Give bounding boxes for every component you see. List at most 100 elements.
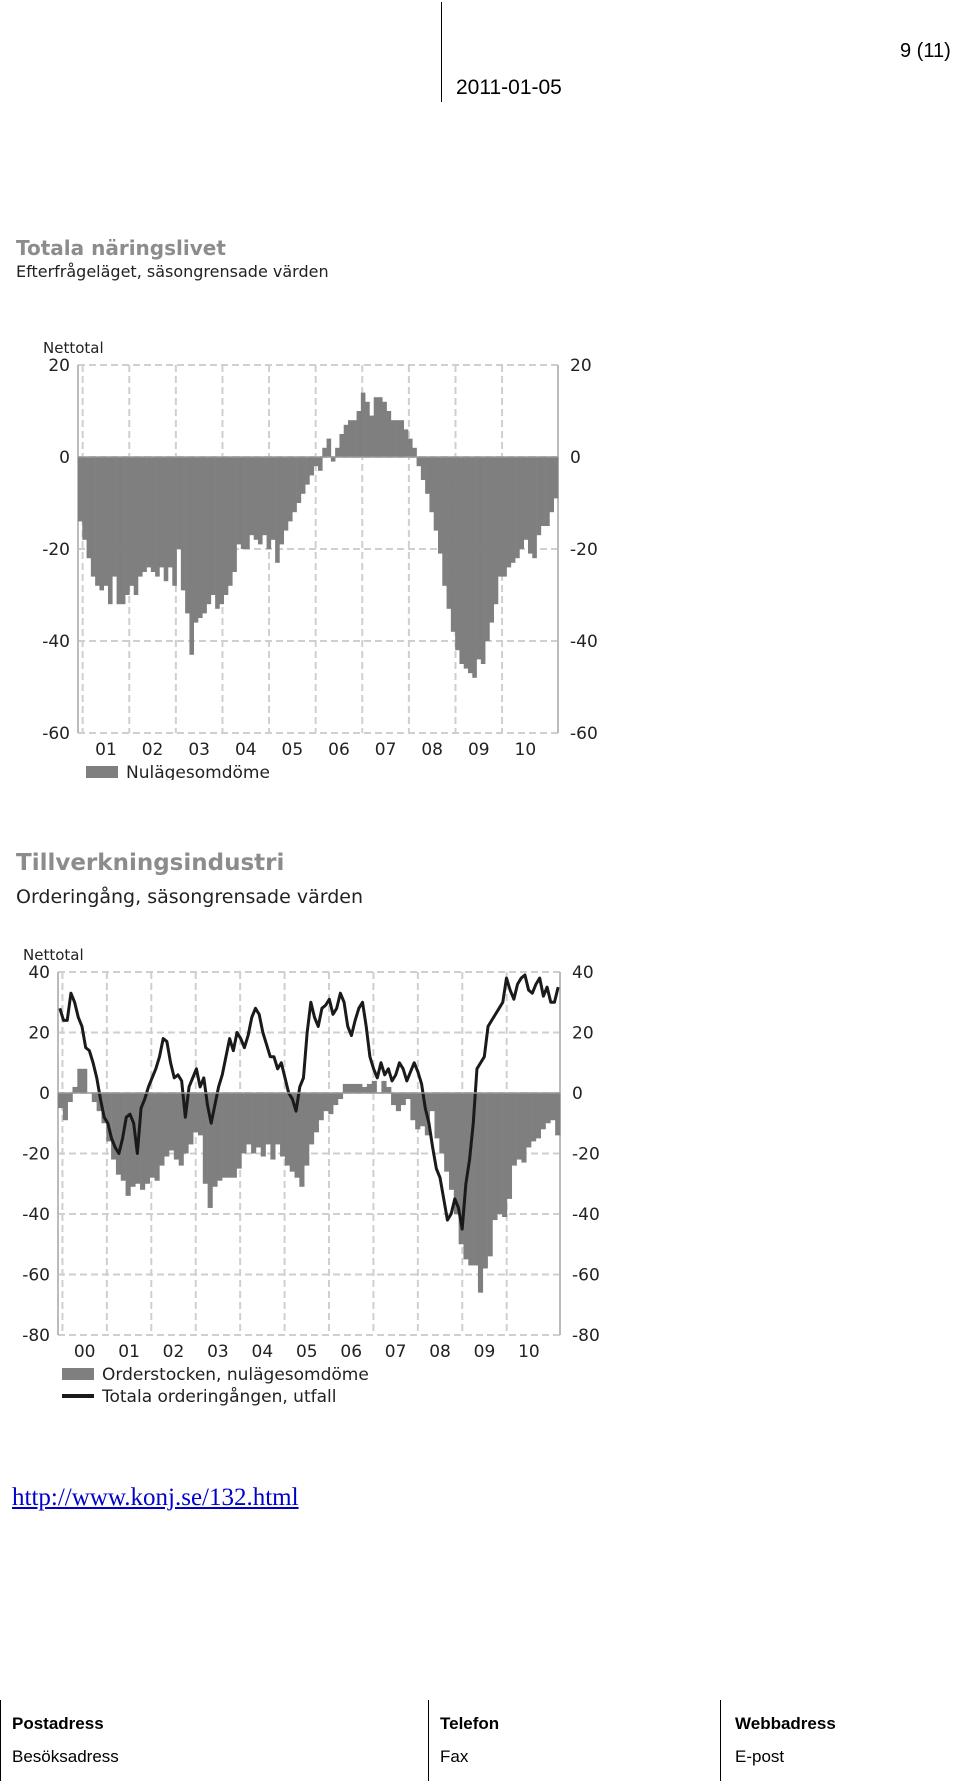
chart2-bar — [362, 1086, 368, 1093]
chart1-bar — [90, 457, 96, 577]
chart2-bar — [395, 1093, 402, 1112]
chart1-bar — [253, 457, 259, 540]
chart2-bar — [434, 1093, 440, 1139]
chart2-ytick-right: -40 — [572, 1205, 600, 1225]
chart2-bar — [91, 1093, 97, 1103]
chart1-bar — [553, 457, 559, 499]
chart2-ytick-right: 0 — [572, 1084, 583, 1104]
chart2-xtick: 10 — [518, 1342, 540, 1362]
chart2-ytick-right: -60 — [572, 1266, 600, 1286]
chart2-bar — [115, 1093, 122, 1175]
chart1-bar — [545, 457, 550, 526]
chart1-legend-swatch-bar — [86, 766, 118, 778]
chart2-bar — [62, 1093, 68, 1121]
chart2-ytick-right: -80 — [572, 1326, 600, 1346]
chart1-bar — [168, 457, 173, 568]
chart1-subtitle: Efterfrågeläget, säsongrensade värden — [16, 262, 329, 281]
chart1-bar — [300, 457, 306, 494]
chart1-ytick-left: 20 — [48, 356, 70, 376]
chart2-bar — [202, 1093, 208, 1184]
chart1-bar — [292, 457, 297, 513]
chart1-ytick-left: -60 — [42, 724, 70, 744]
chart2-bar — [448, 1093, 455, 1190]
chart2-legend-label: Orderstocken, nulägesomdöme — [102, 1365, 369, 1385]
chart2-bar — [405, 1093, 411, 1100]
chart2-bar — [275, 1093, 281, 1145]
chart1-bar — [103, 457, 109, 586]
chart2-bar — [77, 1068, 83, 1093]
chart1-bar — [176, 457, 182, 549]
chart1-bar — [232, 457, 237, 572]
chart2-bar — [106, 1093, 112, 1142]
chart2-bar — [357, 1083, 363, 1093]
chart1-bar — [515, 457, 520, 559]
chart2-bar — [178, 1093, 184, 1166]
chart2-bar — [342, 1083, 348, 1093]
chart1-ytick-right: -40 — [570, 632, 598, 652]
chart1-bar — [279, 457, 285, 545]
chart1-bar — [480, 457, 486, 664]
footer-telefon: Telefon — [440, 1714, 500, 1733]
chart1-ytick-left: -40 — [42, 632, 70, 652]
chart2-bar — [535, 1093, 541, 1139]
chart2-bar — [540, 1093, 546, 1130]
chart2-ytick-left: 40 — [28, 963, 50, 983]
chart1-bar — [408, 438, 413, 457]
konj-link[interactable]: http://www.konj.se/132.html — [12, 1484, 299, 1511]
chart2-legend-swatch-bar — [62, 1368, 94, 1380]
chart1-bar — [198, 457, 203, 618]
chart1-bar — [450, 457, 456, 632]
chart2-bar — [516, 1093, 522, 1160]
chart2-bar — [251, 1093, 257, 1154]
chart2-ytick-left: -60 — [22, 1266, 50, 1286]
chart2-ytick-left: -80 — [22, 1326, 50, 1346]
chart2-title: Tillverkningsindustri — [16, 850, 285, 876]
chart2-bar — [125, 1093, 131, 1196]
chart2-bar — [347, 1083, 353, 1093]
chart2-bar — [280, 1093, 286, 1157]
chart1-bar — [476, 457, 482, 660]
chart1-xtick: 06 — [328, 740, 350, 760]
chart2-bar — [473, 1093, 479, 1266]
chart1-bar — [236, 457, 242, 545]
chart2-bar — [506, 1093, 513, 1199]
chart1-xtick: 01 — [95, 740, 117, 760]
chart2-bar — [260, 1093, 266, 1157]
chart1-bar — [193, 457, 199, 623]
chart1-bar — [283, 457, 289, 531]
chart1-bar — [228, 457, 233, 586]
chart2-bar — [188, 1093, 194, 1145]
footer-webbadress: Webbadress — [735, 1714, 836, 1733]
chart1-bar — [528, 457, 533, 554]
chart1-bar — [339, 434, 345, 457]
chart1-bar — [288, 457, 293, 522]
chart1-bar — [78, 457, 83, 522]
chart2-bar — [309, 1093, 315, 1145]
chart1-bar — [382, 401, 387, 457]
footer-epost: E-post — [735, 1747, 785, 1766]
chart2-bar — [222, 1093, 228, 1178]
chart1-bar — [485, 457, 490, 641]
chart2-bar — [521, 1093, 527, 1163]
chart1-bar — [223, 457, 229, 595]
chart1-ytick-right: 0 — [570, 448, 581, 468]
chart1-bar — [185, 457, 190, 614]
chart1-bar — [219, 457, 225, 605]
chart1-bar — [309, 457, 315, 476]
chart1-bar — [472, 457, 477, 678]
chart2-bar — [96, 1093, 102, 1112]
chart2-bar — [337, 1093, 344, 1100]
chart2-bar — [159, 1093, 165, 1166]
chart1-bar — [369, 415, 375, 457]
chart1-bar — [378, 397, 383, 457]
chart1-legend-label: Nulägesomdöme — [126, 763, 270, 780]
chart2-bar — [318, 1093, 324, 1121]
chart2-bar — [526, 1093, 532, 1148]
chart2-bar — [371, 1080, 377, 1093]
chart1-title: Totala näringslivet — [16, 236, 226, 260]
chart2-bar — [284, 1093, 290, 1166]
chart1-bar — [146, 457, 152, 568]
chart2-xtick: 09 — [474, 1342, 496, 1362]
chart1-bar — [330, 457, 336, 462]
chart2-bar — [183, 1093, 189, 1154]
